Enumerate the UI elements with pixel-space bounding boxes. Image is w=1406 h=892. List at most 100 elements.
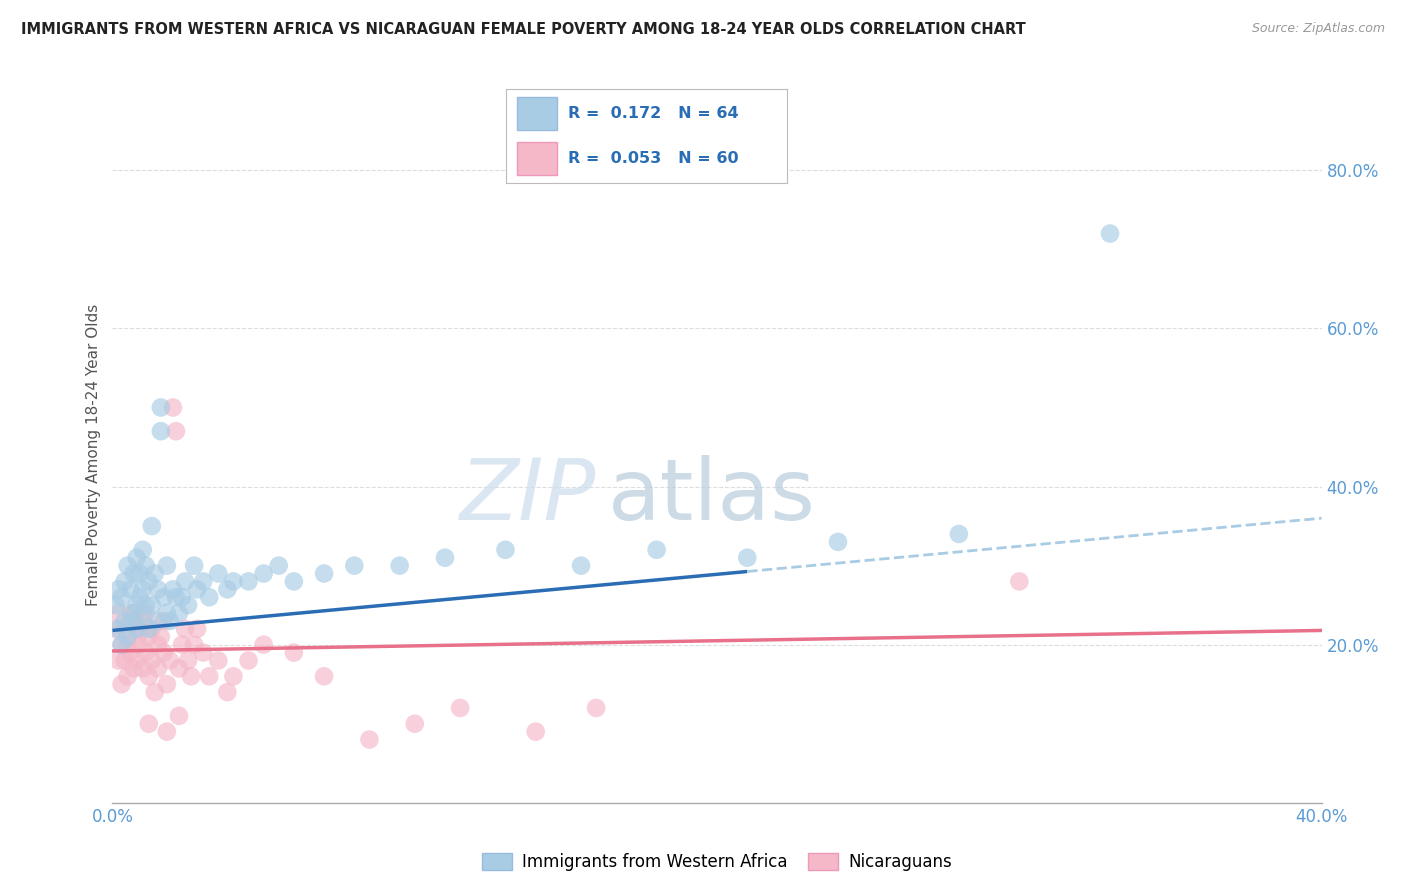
- Point: [165, 424, 187, 438]
- Point: [117, 558, 139, 573]
- Point: [117, 669, 139, 683]
- Point: [141, 622, 163, 636]
- Point: [128, 591, 150, 605]
- Point: [162, 401, 184, 415]
- Point: [186, 582, 208, 597]
- Text: atlas: atlas: [609, 455, 817, 538]
- Text: Source: ZipAtlas.com: Source: ZipAtlas.com: [1251, 22, 1385, 36]
- Point: [110, 638, 132, 652]
- Point: [149, 424, 172, 438]
- Point: [167, 606, 190, 620]
- Point: [107, 653, 129, 667]
- Point: [156, 677, 179, 691]
- Point: [135, 646, 157, 660]
- Point: [162, 582, 184, 597]
- Point: [120, 606, 142, 620]
- Point: [191, 574, 214, 589]
- Point: [253, 566, 276, 581]
- Point: [207, 653, 229, 667]
- Legend: Immigrants from Western Africa, Nicaraguans: Immigrants from Western Africa, Nicaragu…: [475, 847, 959, 878]
- Point: [120, 582, 142, 597]
- Point: [125, 598, 148, 612]
- Point: [122, 606, 145, 620]
- Point: [359, 732, 381, 747]
- Point: [207, 566, 229, 581]
- Point: [117, 630, 139, 644]
- FancyBboxPatch shape: [517, 96, 557, 130]
- Point: [146, 638, 169, 652]
- Text: R =  0.172   N = 64: R = 0.172 N = 64: [568, 106, 738, 121]
- Point: [156, 724, 179, 739]
- Point: [107, 622, 129, 636]
- Point: [524, 724, 547, 739]
- Point: [128, 566, 150, 581]
- Point: [138, 630, 160, 644]
- Point: [125, 550, 148, 565]
- Text: R =  0.053   N = 60: R = 0.053 N = 60: [568, 151, 738, 166]
- Point: [128, 622, 150, 636]
- Point: [122, 661, 145, 675]
- Point: [125, 653, 148, 667]
- Point: [177, 598, 200, 612]
- Point: [132, 606, 155, 620]
- Point: [114, 574, 136, 589]
- Point: [585, 701, 607, 715]
- Point: [114, 653, 136, 667]
- Point: [198, 669, 221, 683]
- Point: [314, 669, 336, 683]
- Point: [153, 591, 176, 605]
- Point: [238, 574, 260, 589]
- Point: [120, 646, 142, 660]
- Point: [183, 638, 205, 652]
- Point: [114, 622, 136, 636]
- FancyBboxPatch shape: [517, 142, 557, 176]
- Point: [107, 582, 129, 597]
- Text: ZIP: ZIP: [460, 455, 596, 538]
- Point: [135, 606, 157, 620]
- Point: [141, 653, 163, 667]
- Point: [1098, 227, 1121, 241]
- Point: [569, 558, 592, 573]
- Point: [645, 542, 668, 557]
- Point: [143, 685, 166, 699]
- Point: [132, 614, 155, 628]
- Point: [125, 630, 148, 644]
- Point: [141, 519, 163, 533]
- Point: [167, 661, 190, 675]
- Point: [183, 558, 205, 573]
- Point: [138, 669, 160, 683]
- Point: [253, 638, 276, 652]
- Point: [737, 550, 759, 565]
- Point: [143, 566, 166, 581]
- Point: [125, 622, 148, 636]
- Point: [117, 638, 139, 652]
- Point: [283, 574, 305, 589]
- Point: [167, 708, 190, 723]
- Point: [174, 574, 197, 589]
- Point: [149, 630, 172, 644]
- Point: [222, 574, 245, 589]
- Point: [135, 598, 157, 612]
- Point: [165, 591, 187, 605]
- Point: [135, 558, 157, 573]
- Point: [132, 582, 155, 597]
- Point: [120, 614, 142, 628]
- Point: [104, 622, 127, 636]
- Point: [110, 638, 132, 652]
- Point: [122, 614, 145, 628]
- Point: [107, 606, 129, 620]
- Point: [153, 646, 176, 660]
- Point: [138, 574, 160, 589]
- Point: [222, 669, 245, 683]
- Point: [104, 598, 127, 612]
- Point: [110, 677, 132, 691]
- Text: IMMIGRANTS FROM WESTERN AFRICA VS NICARAGUAN FEMALE POVERTY AMONG 18-24 YEAR OLD: IMMIGRANTS FROM WESTERN AFRICA VS NICARA…: [21, 22, 1026, 37]
- Point: [495, 542, 517, 557]
- Point: [283, 646, 305, 660]
- Point: [122, 566, 145, 581]
- Point: [138, 716, 160, 731]
- Point: [141, 598, 163, 612]
- Point: [238, 653, 260, 667]
- Point: [149, 401, 172, 415]
- Point: [159, 614, 181, 628]
